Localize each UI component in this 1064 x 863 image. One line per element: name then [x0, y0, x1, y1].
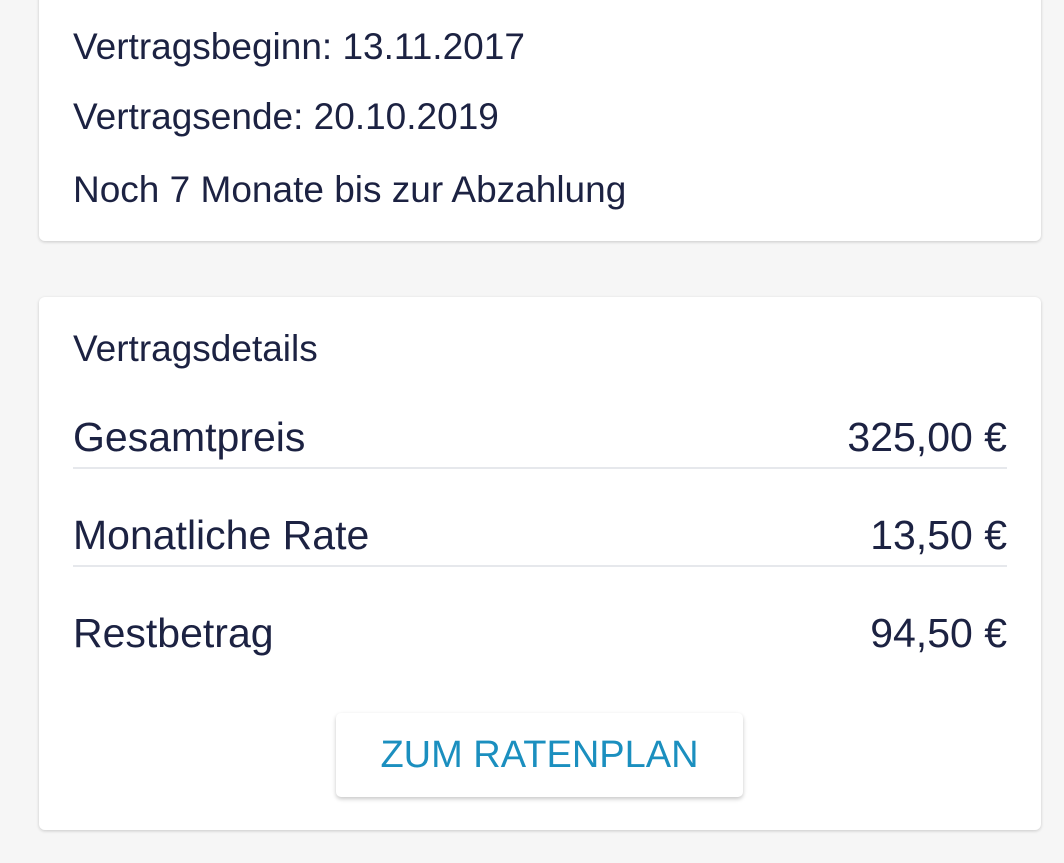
detail-value: 94,50 €: [870, 610, 1007, 656]
details-title: Vertragsdetails: [73, 328, 318, 369]
contract-start: Vertragsbeginn: 13.11.2017: [73, 26, 525, 67]
payment-plan-button[interactable]: ZUM RATENPLAN: [336, 713, 743, 797]
detail-row-total: Gesamtpreis 325,00 €: [73, 407, 1007, 469]
detail-label: Monatliche Rate: [73, 512, 370, 558]
detail-label: Restbetrag: [73, 610, 274, 656]
contract-end: Vertragsende: 20.10.2019: [73, 96, 499, 137]
detail-value: 13,50 €: [870, 512, 1007, 558]
remaining-time: Noch 7 Monate bis zur Abzahlung: [73, 169, 627, 210]
detail-row-remaining: Restbetrag 94,50 €: [73, 603, 1007, 663]
detail-label: Gesamtpreis: [73, 414, 306, 460]
contract-dates-card: Vertragsbeginn: 13.11.2017 Vertragsende:…: [39, 0, 1041, 241]
detail-value: 325,00 €: [847, 414, 1007, 460]
contract-details-card: Vertragsdetails Gesamtpreis 325,00 € Mon…: [39, 297, 1041, 830]
detail-row-monthly-rate: Monatliche Rate 13,50 €: [73, 505, 1007, 567]
